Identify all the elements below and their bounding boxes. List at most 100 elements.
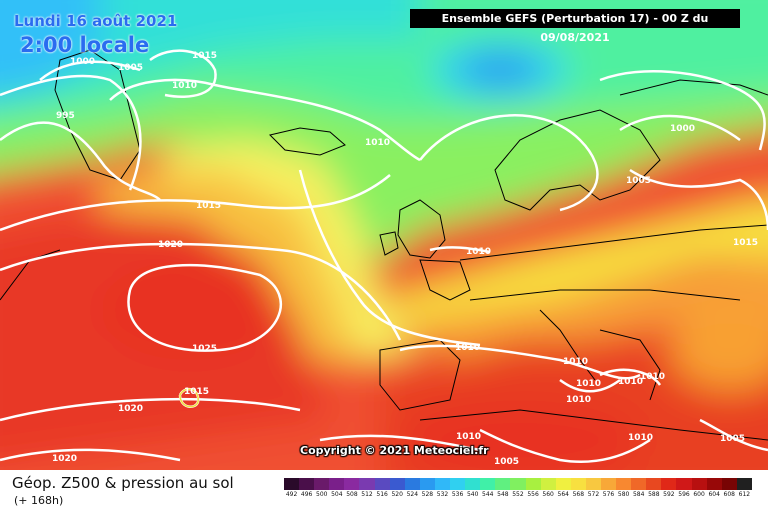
isobar-label: 1015 [192, 51, 217, 61]
isobar-label: 1000 [670, 124, 695, 134]
isobar-label: 1015 [184, 387, 209, 397]
scale-tick-label: 584 [632, 491, 645, 498]
scale-tick-label: 540 [466, 491, 479, 498]
isobar-label: 1020 [118, 404, 143, 414]
isobar-label: 1005 [720, 434, 745, 444]
scale-swatch [329, 478, 345, 490]
scale-swatch [691, 478, 707, 490]
scale-swatch [525, 478, 541, 490]
isobar-label: 1010 [566, 395, 591, 405]
scale-swatch [555, 478, 571, 490]
scale-swatch [465, 478, 481, 490]
map-area: 1015 1000 1005 1010 995 1010 1000 1005 1… [0, 0, 768, 470]
scale-swatch [721, 478, 737, 490]
scale-tick-label: 596 [678, 491, 690, 498]
copyright-notice: Copyright © 2021 Meteociel.fr [300, 444, 489, 457]
isobar-label: 1010 [628, 433, 653, 443]
isobar-label: 1000 [70, 57, 95, 67]
isobar-label: 1010 [576, 379, 601, 389]
z500-field [0, 0, 768, 470]
scale-tick-label: 508 [346, 491, 358, 498]
isobar-label: 1010 [563, 357, 588, 367]
scale-tick-label: 520 [391, 491, 403, 498]
scale-tick-label: 492 [285, 491, 298, 498]
field-title: Géop. Z500 & pression au sol [12, 474, 234, 492]
isobar-label: 1025 [192, 344, 217, 354]
valid-time: 2:00 locale [20, 33, 150, 57]
isobar-label: 1010 [365, 138, 390, 148]
scale-tick-label: 552 [512, 491, 524, 498]
scale-tick-label: 500 [316, 491, 328, 498]
scale-swatch [404, 478, 420, 490]
scale-swatch [344, 478, 360, 490]
scale-swatch [419, 478, 435, 490]
coastlines [0, 49, 768, 441]
scale-tick-label: 592 [663, 491, 675, 498]
scale-swatch [450, 478, 466, 490]
isobar-label: 1005 [626, 176, 651, 186]
isobar-label: 1005 [118, 63, 143, 73]
scale-tick-label: 560 [542, 491, 554, 498]
color-scale: 492 496 500 504 508 512 516 520 524 528 532 536 540 5… [284, 478, 752, 508]
isobar-label: 1010 [640, 372, 665, 382]
scale-tick-label: 576 [602, 491, 615, 498]
scale-tick-label: 580 [617, 491, 630, 498]
scale-swatch [434, 478, 451, 490]
isobar-labels: 1015 1000 1005 1010 995 1010 1000 1005 1… [52, 51, 758, 467]
scale-swatch [299, 478, 315, 490]
scale-swatch [585, 478, 601, 490]
scale-swatch [480, 478, 496, 490]
scale-tick-label: 496 [300, 491, 313, 498]
isobar-label: 995 [56, 111, 75, 121]
isobar-label: 1010 [456, 432, 481, 442]
scale-tick-label: 512 [361, 491, 373, 498]
isobar-label: 1015 [733, 238, 758, 248]
forecast-step: (+ 168h) [14, 494, 64, 507]
scale-swatch [631, 478, 647, 490]
scale-swatch [389, 478, 405, 490]
scale-tick-label: 600 [693, 491, 705, 498]
isobar-label: 1015 [196, 201, 221, 211]
scale-tick-label: 564 [557, 491, 569, 498]
scale-swatch [706, 478, 722, 490]
isobar-lines [0, 49, 768, 464]
isobar-label: 1010 [466, 247, 491, 257]
scale-swatch [676, 478, 692, 490]
scale-swatch [359, 478, 375, 490]
scale-tick-label: 608 [723, 491, 735, 498]
scale-swatch [616, 478, 632, 490]
color-scale-swatches [284, 478, 752, 490]
scale-swatch [510, 478, 526, 490]
isobar-label: 1010 [455, 343, 480, 353]
scale-tick-label: 528 [421, 491, 434, 498]
scale-swatch [540, 478, 556, 490]
scale-swatch [374, 478, 390, 490]
isobar-label: 1005 [494, 457, 519, 467]
valid-date: Lundi 16 août 2021 [14, 12, 178, 30]
isobar-label: 1010 [618, 377, 643, 387]
scale-tick-label: 572 [587, 491, 600, 498]
high-center-ring [179, 388, 199, 408]
isobar-label: 1020 [158, 240, 183, 250]
isobar-label: 1010 [172, 81, 197, 91]
scale-tick-label: 524 [406, 491, 419, 498]
scale-swatch [314, 478, 330, 490]
scale-tick-label: 516 [376, 491, 388, 498]
scale-tick-label: 604 [708, 491, 720, 498]
scale-tick-label: 536 [451, 491, 464, 498]
scale-tick-label: 588 [648, 491, 660, 498]
scale-swatch [661, 478, 677, 490]
scale-tick-label: 544 [482, 491, 494, 498]
scale-swatch [646, 478, 662, 490]
scale-swatch [495, 478, 511, 490]
scale-swatch [570, 478, 586, 490]
color-scale-ticks: 492 496 500 504 508 512 516 520 524 528 532 536 540 5… [284, 491, 752, 503]
map-canvas: 1015 1000 1005 1010 995 1010 1000 1005 1… [0, 0, 768, 470]
scale-tick-label: 504 [331, 491, 343, 498]
scale-swatch [736, 478, 752, 490]
scale-tick-label: 556 [527, 491, 539, 498]
scale-tick-label: 612 [738, 491, 751, 498]
scale-swatch [600, 478, 617, 490]
isobar-label: 1020 [52, 454, 77, 464]
